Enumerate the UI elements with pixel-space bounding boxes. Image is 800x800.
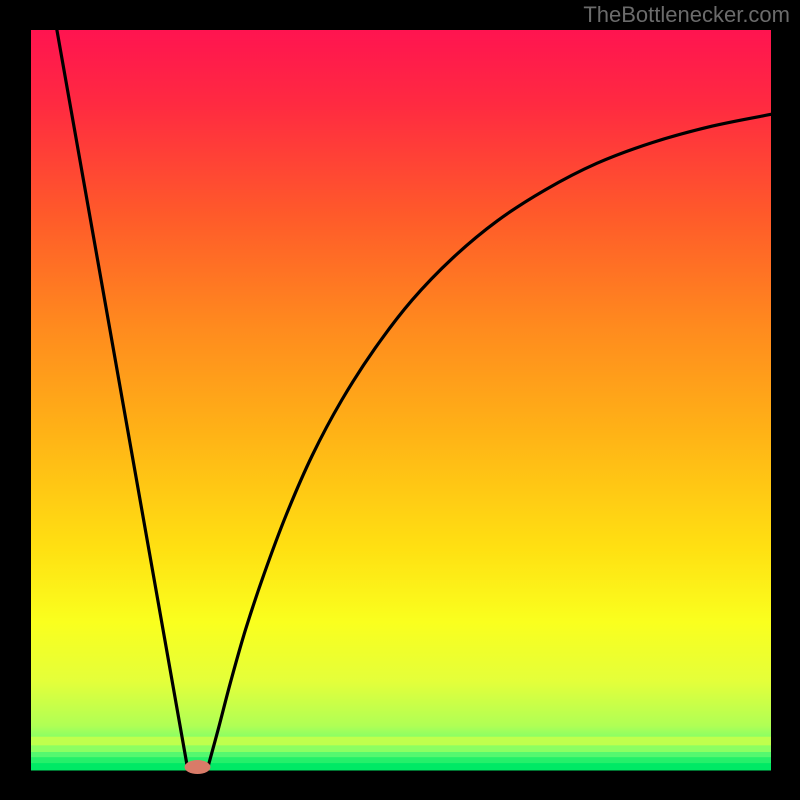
bottom-band: [31, 752, 771, 758]
bottom-band: [31, 737, 771, 746]
bottom-band: [31, 745, 771, 752]
bottom-band: [31, 757, 771, 763]
bottom-band: [31, 763, 771, 771]
chart-container: TheBottlenecker.com: [0, 0, 800, 800]
bottleneck-marker: [185, 760, 211, 774]
watermark-text: TheBottlenecker.com: [583, 2, 790, 28]
bottleneck-chart: [0, 0, 800, 800]
